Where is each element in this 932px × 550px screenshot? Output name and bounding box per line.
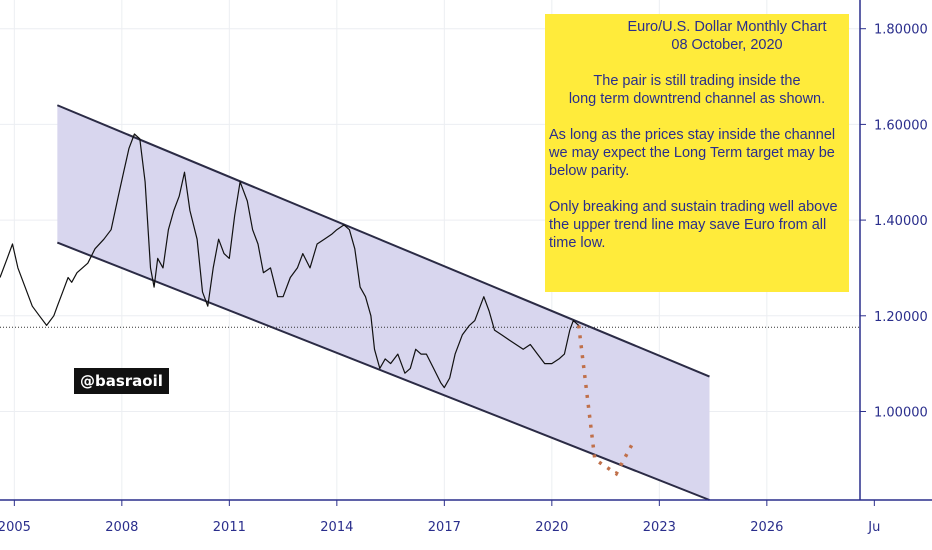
note-title: Euro/U.S. Dollar Monthly Chart: [627, 19, 827, 35]
analysis-note: Euro/U.S. Dollar Monthly Chart 08 Octobe…: [545, 14, 849, 292]
channel-lower-line: [56, 241, 710, 501]
y-tick-label: 1.60000: [874, 118, 928, 133]
x-tick-label: Ju: [867, 520, 880, 535]
note-paragraph-3: Only breaking and sustain trading well a…: [549, 199, 838, 251]
x-tick-label: 2005: [0, 520, 31, 535]
x-tick-label: 2020: [535, 520, 568, 535]
x-tick-label: 2026: [750, 520, 783, 535]
author-watermark: @basraoil: [74, 368, 169, 394]
price-series-line: [0, 133, 580, 389]
y-tick-label: 1.40000: [874, 214, 928, 229]
y-tick-label: 1.20000: [874, 310, 928, 325]
x-tick-label: 2014: [320, 520, 353, 535]
note-paragraph-2: As long as the prices stay inside the ch…: [549, 127, 836, 179]
x-tick-label: 2023: [643, 520, 676, 535]
x-tick-label: 2017: [428, 520, 461, 535]
y-tick-label: 1.00000: [874, 405, 928, 420]
x-tick-label: 2008: [105, 520, 138, 535]
note-date: 08 October, 2020: [671, 37, 783, 53]
y-tick-label: 1.80000: [874, 23, 928, 38]
x-tick-label: 2011: [213, 520, 246, 535]
channel-area: [57, 105, 710, 501]
note-paragraph-1-line-2: long term downtrend channel as shown.: [568, 91, 826, 107]
channel-upper-line: [56, 104, 710, 378]
note-paragraph-1-line-1: The pair is still trading inside the: [593, 73, 801, 89]
